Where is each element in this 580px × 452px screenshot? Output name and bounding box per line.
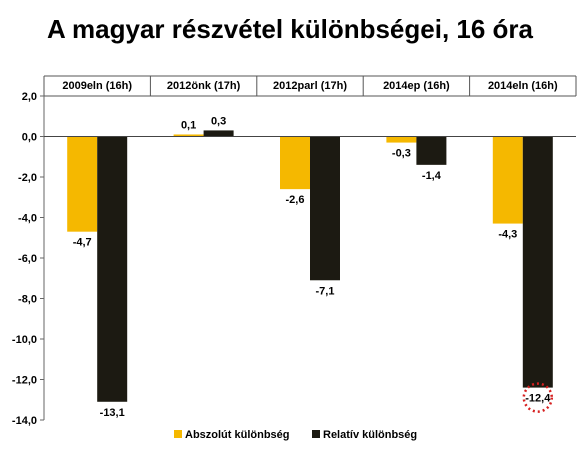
y-tick-label: -8,0 bbox=[18, 294, 37, 306]
legend-swatch-abszolut bbox=[174, 430, 182, 438]
data-label: -13,1 bbox=[100, 407, 125, 419]
bar-relativ bbox=[97, 136, 128, 402]
y-tick-label: 2,0 bbox=[22, 91, 37, 103]
category-label: 2014ep (16h) bbox=[383, 80, 450, 92]
category-label: 2014eln (16h) bbox=[488, 80, 558, 92]
legend-label-abszolut: Abszolút különbség bbox=[185, 429, 290, 441]
y-tick-label: 0,0 bbox=[22, 132, 37, 144]
bar-abszolut bbox=[492, 136, 523, 224]
chart-title: A magyar részvétel különbségei, 16 óra bbox=[47, 14, 534, 44]
data-label: 0,3 bbox=[211, 115, 226, 127]
bar-abszolut bbox=[67, 136, 98, 232]
data-label: 0,1 bbox=[181, 119, 196, 131]
data-label: -4,7 bbox=[73, 237, 92, 249]
bar-relativ bbox=[522, 136, 553, 388]
bar-relativ bbox=[416, 136, 447, 165]
bar-relativ bbox=[310, 136, 340, 281]
y-tick-label: -6,0 bbox=[18, 253, 37, 265]
data-label: -0,3 bbox=[392, 148, 411, 160]
bar-abszolut bbox=[280, 136, 310, 190]
category-label: 2009eln (16h) bbox=[62, 80, 132, 92]
category-label: 2012önk (17h) bbox=[167, 80, 241, 92]
data-label: -12,4 bbox=[525, 393, 551, 405]
bar-abszolut bbox=[173, 134, 204, 137]
y-tick-label: -10,0 bbox=[12, 334, 37, 346]
bar-relativ bbox=[203, 130, 234, 137]
y-tick-label: -14,0 bbox=[12, 415, 37, 427]
y-tick-label: -4,0 bbox=[18, 213, 37, 225]
legend: Abszolút különbség Relatív különbség bbox=[174, 429, 417, 441]
data-label: -2,6 bbox=[286, 194, 305, 206]
highlight-circle bbox=[522, 382, 554, 413]
category-label: 2012parl (17h) bbox=[273, 80, 347, 92]
y-tick-label: -2,0 bbox=[18, 172, 37, 184]
legend-swatch-relativ bbox=[312, 430, 320, 438]
bar-abszolut bbox=[386, 136, 417, 143]
data-label: -7,1 bbox=[316, 285, 335, 297]
plot-area: 2009eln (16h) 2012önk (17h) 2012parl (17h)… bbox=[12, 75, 577, 427]
data-label: -1,4 bbox=[422, 170, 442, 182]
legend-label-relativ: Relatív különbség bbox=[323, 429, 417, 441]
y-tick-label: -12,0 bbox=[12, 375, 37, 387]
data-label: -4,3 bbox=[498, 229, 517, 241]
